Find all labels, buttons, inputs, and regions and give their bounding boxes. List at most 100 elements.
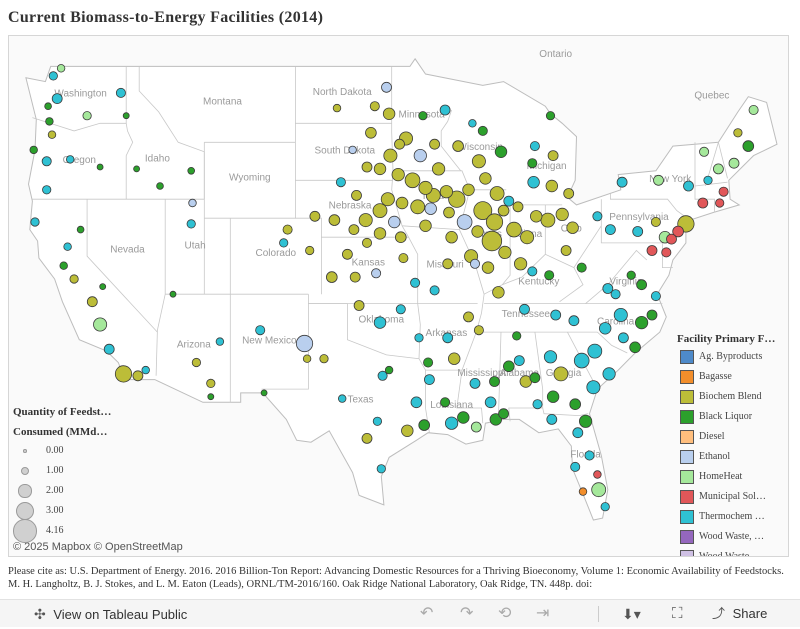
facility-marker[interactable]	[56, 64, 66, 73]
facility-marker[interactable]	[325, 271, 338, 283]
color-legend-item[interactable]: Thermochem …	[677, 508, 788, 528]
facility-marker[interactable]	[141, 365, 150, 375]
facility-marker[interactable]	[418, 419, 431, 431]
facility-marker[interactable]	[444, 416, 459, 430]
facility-marker[interactable]	[576, 262, 587, 273]
facility-marker[interactable]	[423, 357, 434, 368]
facility-marker[interactable]	[613, 307, 628, 322]
facility-marker[interactable]	[457, 411, 470, 424]
facility-marker[interactable]	[498, 408, 510, 420]
map-attribution[interactable]: © 2025 Mapbox © OpenStreetMap	[13, 541, 183, 553]
facility-marker[interactable]	[206, 378, 216, 388]
facility-marker[interactable]	[401, 424, 414, 438]
facility-marker[interactable]	[429, 138, 441, 150]
facility-marker[interactable]	[260, 389, 268, 397]
facility-marker[interactable]	[207, 393, 215, 401]
facility-marker[interactable]	[471, 225, 484, 238]
facility-marker[interactable]	[512, 331, 522, 341]
facility-marker[interactable]	[591, 482, 607, 498]
facility-marker[interactable]	[156, 182, 164, 190]
facility-marker[interactable]	[439, 185, 453, 199]
facility-marker[interactable]	[114, 365, 133, 383]
facility-marker[interactable]	[703, 175, 713, 185]
facility-marker[interactable]	[632, 226, 644, 237]
facility-marker[interactable]	[573, 352, 590, 369]
map-view[interactable]: Washington Oregon Idaho Montana Wyoming Nevad…	[8, 35, 789, 557]
facility-marker[interactable]	[414, 333, 424, 343]
facility-marker[interactable]	[616, 176, 628, 188]
facility-marker[interactable]	[328, 214, 341, 226]
facility-marker[interactable]	[42, 185, 52, 195]
facility-marker[interactable]	[410, 277, 421, 288]
facility-marker[interactable]	[351, 189, 362, 201]
facility-points[interactable]	[29, 64, 759, 512]
undo-icon[interactable]: ↶	[420, 605, 434, 622]
facility-marker[interactable]	[373, 316, 387, 329]
facility-marker[interactable]	[529, 141, 540, 152]
color-legend-item[interactable]: Municipal Sol…	[677, 488, 788, 508]
facility-marker[interactable]	[683, 180, 694, 192]
facility-marker[interactable]	[103, 343, 115, 355]
facility-marker[interactable]	[361, 161, 373, 173]
facility-marker[interactable]	[544, 270, 555, 281]
facility-marker[interactable]	[353, 300, 365, 311]
facility-marker[interactable]	[448, 352, 461, 365]
facility-marker[interactable]	[699, 146, 710, 157]
facility-marker[interactable]	[29, 145, 38, 155]
facility-marker[interactable]	[636, 279, 647, 291]
view-on-tableau-public-button[interactable]: ✣ View on Tableau Public	[34, 600, 187, 628]
facility-marker[interactable]	[529, 372, 541, 384]
facility-marker[interactable]	[530, 210, 543, 223]
facility-marker[interactable]	[600, 502, 610, 512]
facility-marker[interactable]	[570, 461, 581, 472]
facility-marker[interactable]	[553, 366, 569, 382]
facility-marker[interactable]	[519, 303, 530, 315]
facility-marker[interactable]	[410, 396, 423, 409]
facility-marker[interactable]	[602, 367, 616, 381]
facility-marker[interactable]	[384, 365, 394, 375]
facility-marker[interactable]	[546, 390, 560, 403]
facility-marker[interactable]	[545, 179, 559, 193]
facility-marker[interactable]	[442, 258, 454, 270]
facility-marker[interactable]	[332, 103, 342, 113]
facility-marker[interactable]	[413, 149, 427, 163]
facility-marker[interactable]	[429, 285, 440, 296]
facility-marker[interactable]	[666, 233, 677, 245]
facility-marker[interactable]	[618, 332, 629, 344]
facility-marker[interactable]	[394, 138, 405, 150]
facility-marker[interactable]	[572, 427, 584, 439]
fullscreen-icon[interactable]: ⛶	[672, 605, 683, 622]
facility-marker[interactable]	[494, 145, 508, 159]
facility-marker[interactable]	[584, 450, 595, 461]
facility-marker[interactable]	[503, 195, 515, 207]
facility-marker[interactable]	[76, 225, 85, 234]
facility-marker[interactable]	[610, 289, 621, 300]
facility-marker[interactable]	[383, 148, 398, 163]
redo-icon[interactable]: ↷	[460, 605, 474, 622]
facility-marker[interactable]	[733, 128, 743, 138]
facility-marker[interactable]	[586, 380, 601, 395]
facility-marker[interactable]	[650, 291, 661, 302]
facility-marker[interactable]	[410, 199, 426, 215]
download-icon[interactable]: ⬇▾	[622, 606, 641, 622]
facility-marker[interactable]	[431, 162, 446, 176]
facility-marker[interactable]	[279, 238, 289, 248]
facility-marker[interactable]	[418, 111, 428, 121]
facility-marker[interactable]	[547, 150, 559, 161]
facility-marker[interactable]	[133, 165, 140, 173]
color-legend-item[interactable]: HomeHeat	[677, 468, 788, 488]
facility-marker[interactable]	[492, 286, 505, 299]
facility-marker[interactable]	[527, 266, 538, 277]
facility-marker[interactable]	[418, 180, 433, 195]
revert-icon[interactable]: ⟲	[498, 605, 512, 622]
facility-marker[interactable]	[372, 203, 388, 219]
facility-marker[interactable]	[448, 190, 466, 208]
facility-marker[interactable]	[335, 177, 346, 188]
facility-marker[interactable]	[439, 104, 451, 116]
facility-marker[interactable]	[376, 464, 386, 474]
facility-marker[interactable]	[540, 212, 556, 228]
facility-marker[interactable]	[469, 258, 480, 269]
facility-marker[interactable]	[470, 421, 482, 433]
facility-marker[interactable]	[697, 197, 709, 209]
facility-marker[interactable]	[191, 357, 201, 368]
